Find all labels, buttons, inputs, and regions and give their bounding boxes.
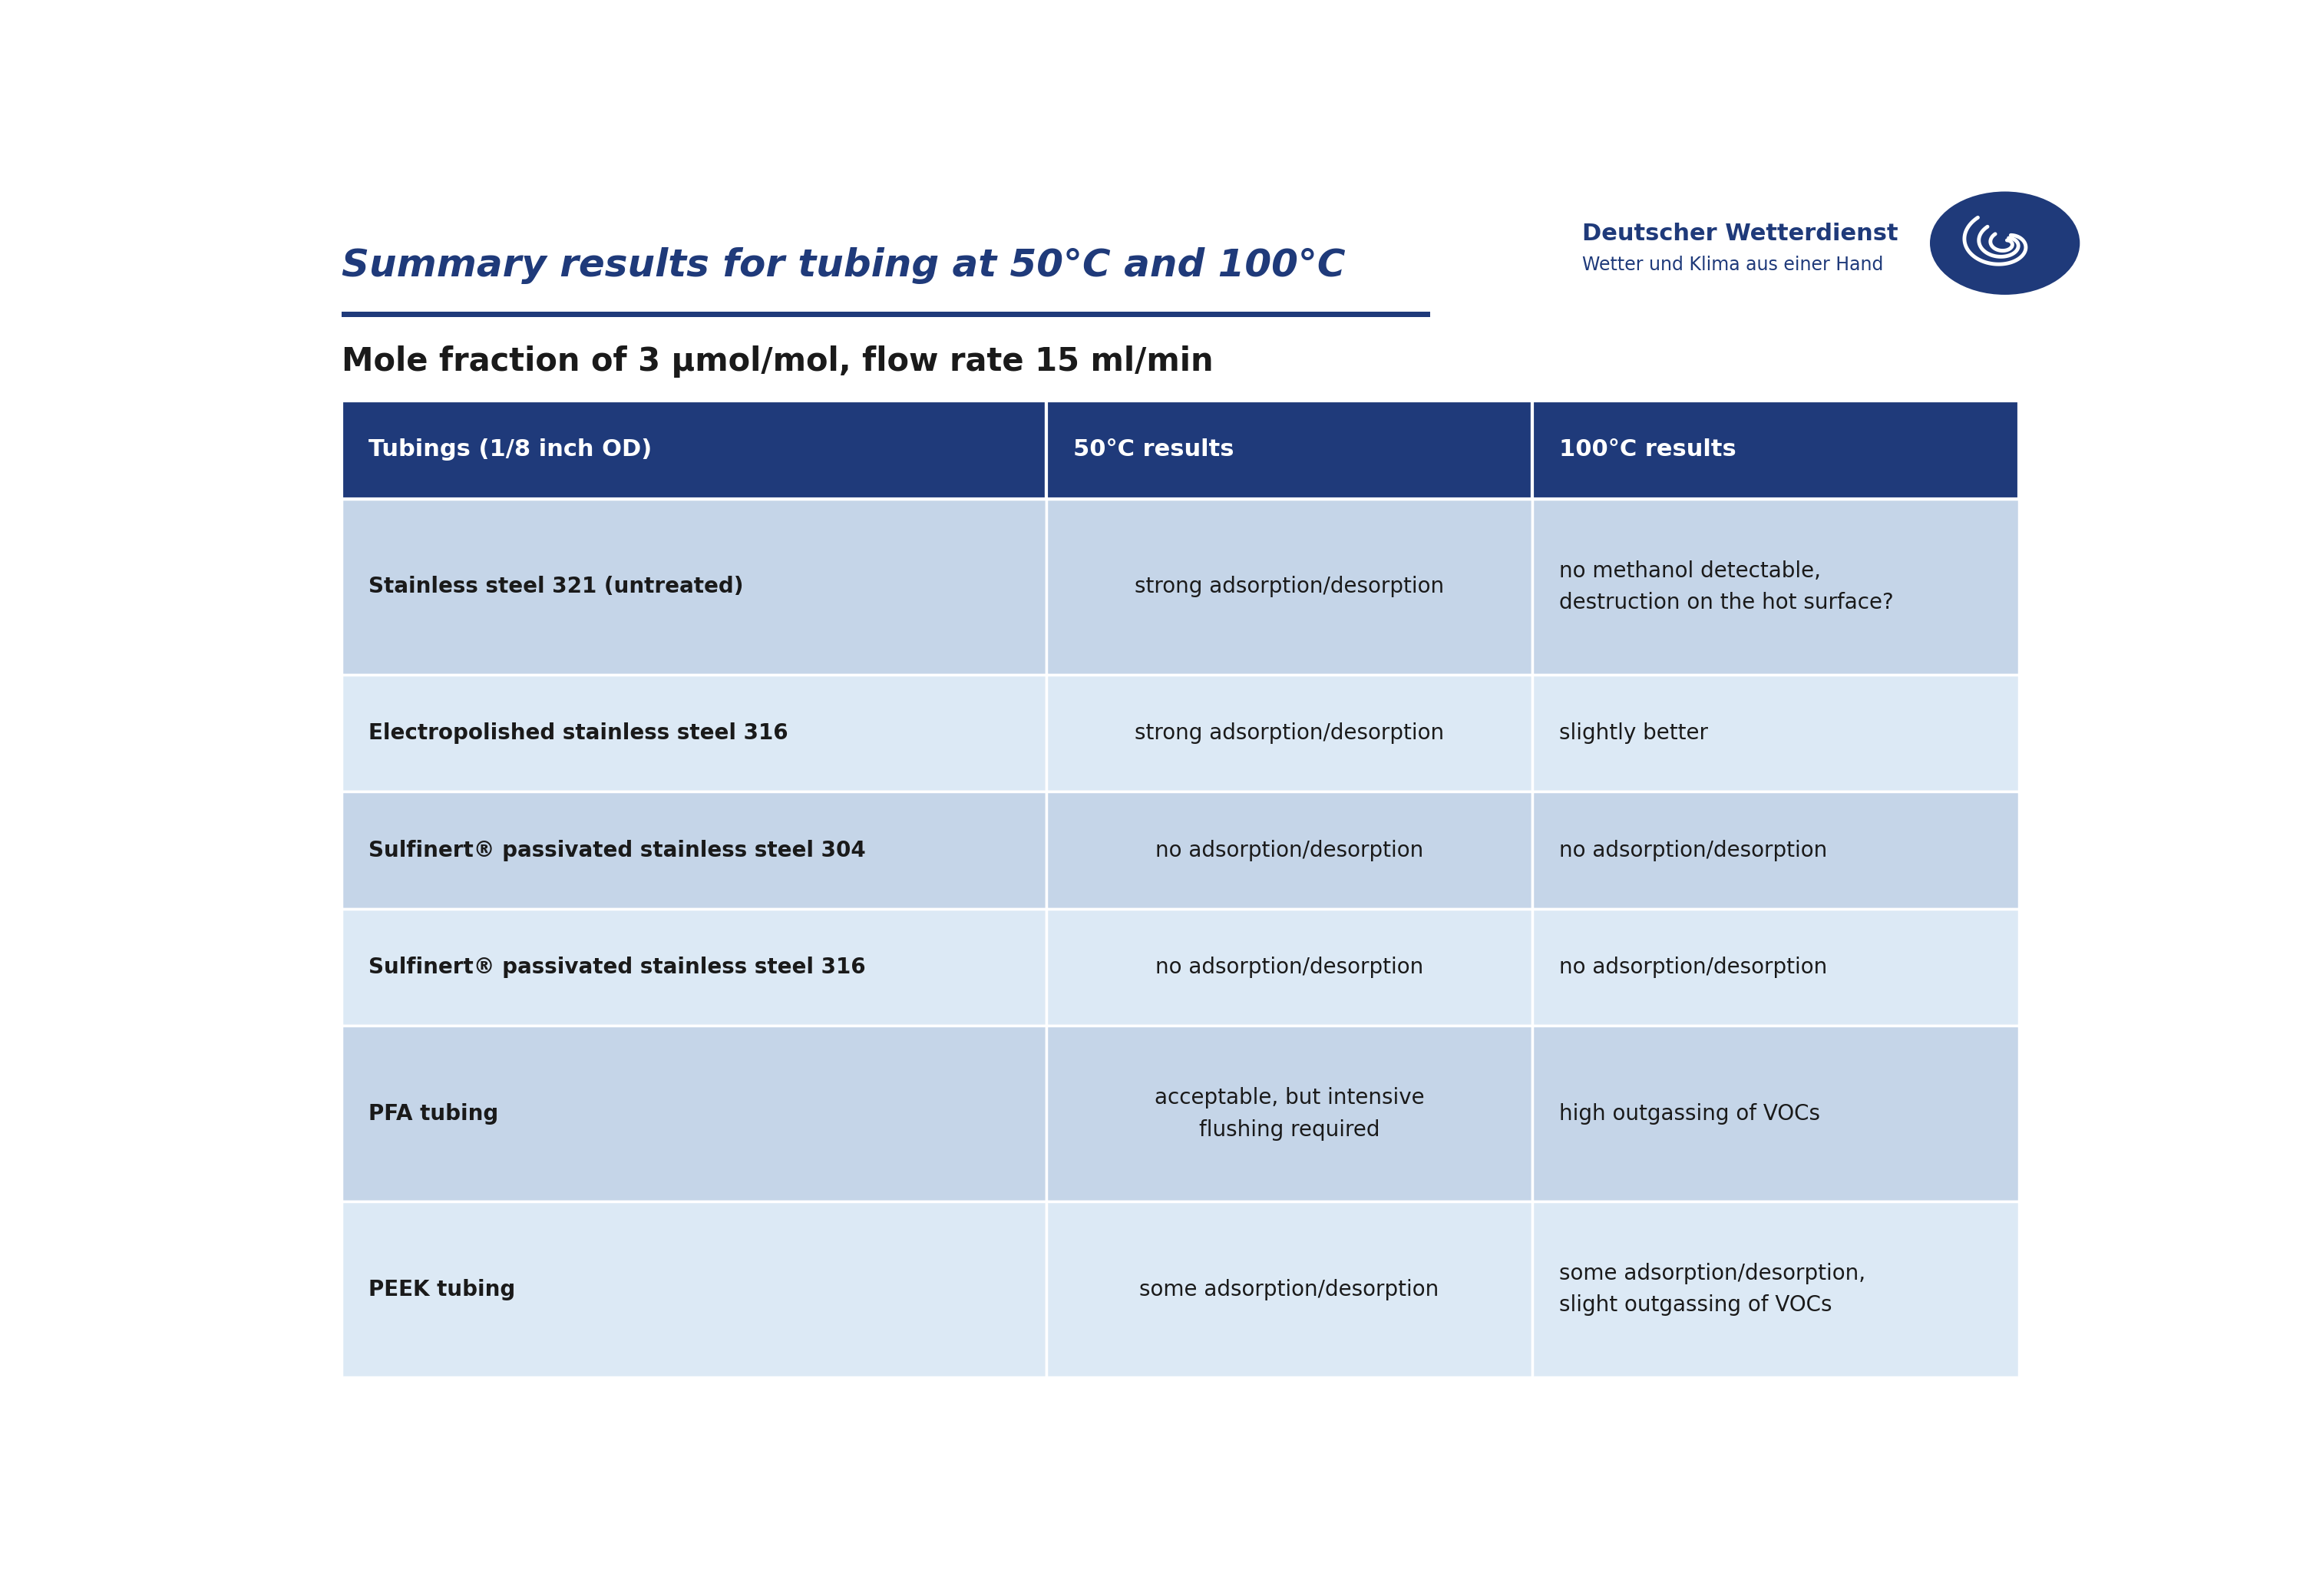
Text: high outgassing of VOCs: high outgassing of VOCs: [1559, 1103, 1819, 1125]
Text: no adsorption/desorption: no adsorption/desorption: [1559, 956, 1829, 978]
Text: Stainless steel 321 (untreated): Stainless steel 321 (untreated): [368, 576, 744, 597]
Bar: [1531, 498, 2020, 675]
Text: Sulfinert® passivated stainless steel 316: Sulfinert® passivated stainless steel 31…: [368, 956, 866, 978]
Text: Wetter und Klima aus einer Hand: Wetter und Klima aus einer Hand: [1582, 255, 1884, 275]
Text: no adsorption/desorption: no adsorption/desorption: [1156, 956, 1423, 978]
Bar: [1531, 792, 2020, 908]
Bar: [1531, 675, 2020, 792]
Bar: [1046, 792, 1531, 908]
Text: Mole fraction of 3 μmol/mol, flow rate 15 ml/min: Mole fraction of 3 μmol/mol, flow rate 1…: [341, 345, 1214, 377]
Text: strong adsorption/desorption: strong adsorption/desorption: [1135, 576, 1444, 597]
Text: Summary results for tubing at 50°C and 100°C: Summary results for tubing at 50°C and 1…: [341, 247, 1345, 284]
Circle shape: [1930, 192, 2080, 295]
Bar: [341, 675, 1046, 792]
Text: PFA tubing: PFA tubing: [368, 1103, 497, 1125]
Bar: [341, 1202, 1046, 1377]
Bar: [341, 908, 1046, 1026]
Text: some adsorption/desorption: some adsorption/desorption: [1140, 1278, 1439, 1301]
Bar: [1531, 401, 2020, 498]
Bar: [1531, 908, 2020, 1026]
Bar: [1531, 1026, 2020, 1202]
Text: Tubings (1/8 inch OD): Tubings (1/8 inch OD): [368, 439, 652, 461]
Bar: [1046, 675, 1531, 792]
Text: no adsorption/desorption: no adsorption/desorption: [1559, 839, 1829, 860]
Text: no methanol detectable,
destruction on the hot surface?: no methanol detectable, destruction on t…: [1559, 560, 1893, 613]
Text: PEEK tubing: PEEK tubing: [368, 1278, 516, 1301]
Bar: [1046, 1202, 1531, 1377]
Text: no adsorption/desorption: no adsorption/desorption: [1156, 839, 1423, 860]
Bar: [341, 401, 1046, 498]
Text: Sulfinert® passivated stainless steel 304: Sulfinert® passivated stainless steel 30…: [368, 839, 866, 860]
Bar: [1531, 1202, 2020, 1377]
Bar: [341, 311, 1430, 318]
Bar: [341, 498, 1046, 675]
Bar: [1046, 908, 1531, 1026]
Bar: [1046, 1026, 1531, 1202]
Bar: [341, 792, 1046, 908]
Text: slightly better: slightly better: [1559, 723, 1709, 744]
Text: strong adsorption/desorption: strong adsorption/desorption: [1135, 723, 1444, 744]
Text: some adsorption/desorption,
slight outgassing of VOCs: some adsorption/desorption, slight outga…: [1559, 1262, 1865, 1317]
Bar: [1046, 498, 1531, 675]
Text: acceptable, but intensive
flushing required: acceptable, but intensive flushing requi…: [1154, 1087, 1423, 1141]
Text: Deutscher Wetterdienst: Deutscher Wetterdienst: [1582, 222, 1898, 244]
Bar: [1046, 401, 1531, 498]
Text: 50°C results: 50°C results: [1073, 439, 1234, 461]
Text: 100°C results: 100°C results: [1559, 439, 1736, 461]
Text: Electropolished stainless steel 316: Electropolished stainless steel 316: [368, 723, 788, 744]
Bar: [341, 1026, 1046, 1202]
